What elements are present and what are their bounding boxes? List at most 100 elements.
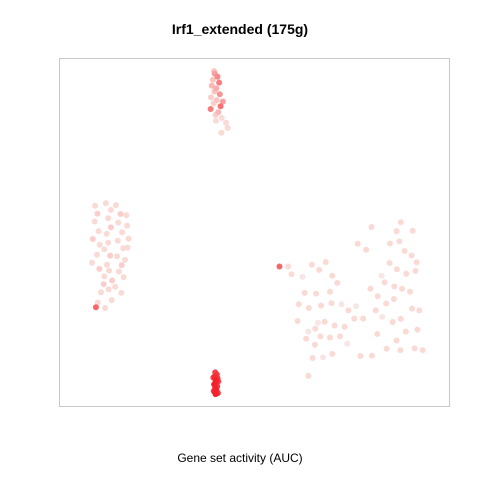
data-point bbox=[106, 267, 112, 274]
data-point bbox=[412, 267, 419, 274]
data-point bbox=[315, 319, 321, 326]
data-point bbox=[118, 262, 125, 269]
data-point bbox=[219, 98, 226, 105]
data-point bbox=[367, 285, 374, 292]
data-point bbox=[109, 277, 116, 284]
data-point bbox=[95, 228, 102, 235]
data-point bbox=[214, 73, 221, 80]
data-point bbox=[119, 229, 126, 236]
data-point bbox=[285, 263, 291, 270]
data-point bbox=[305, 305, 312, 311]
data-point bbox=[107, 206, 114, 213]
data-point bbox=[363, 246, 370, 253]
data-point bbox=[416, 307, 423, 314]
data-point bbox=[218, 114, 225, 121]
data-point bbox=[317, 333, 324, 340]
data-point bbox=[322, 259, 329, 265]
data-point bbox=[218, 129, 225, 136]
data-point bbox=[102, 305, 109, 311]
data-point bbox=[396, 238, 403, 245]
point-cluster bbox=[207, 68, 231, 136]
data-point bbox=[409, 305, 415, 312]
data-point bbox=[413, 259, 420, 266]
data-point bbox=[338, 301, 345, 308]
data-point bbox=[96, 241, 103, 248]
data-point bbox=[117, 211, 124, 217]
data-point bbox=[368, 224, 375, 230]
data-point bbox=[374, 331, 381, 337]
data-point bbox=[341, 323, 348, 330]
x-axis-label: Gene set activity (AUC) bbox=[177, 451, 303, 465]
data-point bbox=[124, 222, 131, 229]
plot-frame bbox=[59, 58, 450, 407]
data-point bbox=[337, 333, 343, 340]
data-point bbox=[399, 285, 405, 292]
data-point bbox=[351, 315, 358, 322]
data-point bbox=[100, 281, 107, 288]
data-point bbox=[328, 300, 335, 307]
data-point bbox=[312, 325, 319, 332]
data-point bbox=[112, 202, 119, 209]
data-point bbox=[112, 283, 119, 290]
data-point bbox=[216, 91, 223, 98]
data-point bbox=[103, 230, 110, 237]
data-point bbox=[313, 290, 320, 297]
data-point bbox=[114, 237, 121, 244]
data-point bbox=[92, 304, 99, 311]
data-point bbox=[213, 97, 220, 104]
data-point bbox=[92, 202, 99, 209]
data-point bbox=[102, 200, 109, 207]
data-point bbox=[393, 228, 400, 235]
data-point bbox=[327, 334, 333, 341]
data-point bbox=[215, 109, 222, 116]
data-point bbox=[217, 103, 224, 110]
data-point bbox=[125, 235, 132, 242]
data-point bbox=[383, 345, 390, 352]
data-point bbox=[209, 76, 216, 83]
data-point bbox=[305, 372, 312, 379]
data-point bbox=[94, 251, 100, 258]
data-point bbox=[321, 318, 328, 325]
data-point bbox=[397, 219, 404, 226]
data-point bbox=[116, 268, 122, 275]
point-cluster bbox=[276, 219, 426, 379]
data-point bbox=[223, 119, 229, 126]
data-point bbox=[414, 326, 421, 333]
data-point bbox=[115, 219, 122, 226]
data-point bbox=[208, 82, 215, 89]
data-point bbox=[208, 94, 214, 101]
data-point bbox=[122, 256, 129, 263]
data-point bbox=[411, 345, 418, 352]
data-point bbox=[309, 355, 316, 361]
data-point bbox=[101, 273, 108, 280]
point-cluster bbox=[210, 369, 222, 398]
data-point bbox=[299, 273, 306, 280]
data-point bbox=[89, 236, 96, 242]
data-point bbox=[357, 353, 364, 359]
data-point bbox=[311, 341, 318, 348]
data-point bbox=[386, 260, 393, 266]
data-point bbox=[101, 246, 108, 253]
data-point bbox=[378, 272, 385, 279]
data-point bbox=[108, 297, 115, 304]
data-point bbox=[123, 212, 130, 219]
data-point bbox=[354, 240, 361, 247]
data-point bbox=[94, 210, 101, 217]
data-point bbox=[107, 224, 114, 231]
data-point bbox=[368, 352, 375, 359]
data-point bbox=[327, 288, 333, 295]
points-layer bbox=[89, 68, 426, 398]
data-point bbox=[216, 79, 223, 86]
data-point bbox=[318, 302, 325, 309]
data-point bbox=[344, 340, 351, 347]
data-point bbox=[407, 288, 413, 295]
data-point bbox=[329, 350, 336, 357]
data-point bbox=[294, 318, 301, 324]
data-point bbox=[96, 265, 103, 272]
data-point bbox=[387, 240, 393, 247]
data-point bbox=[295, 301, 302, 308]
data-point bbox=[397, 347, 404, 354]
data-point bbox=[94, 299, 101, 306]
point-cluster bbox=[89, 200, 132, 311]
data-point bbox=[104, 261, 110, 268]
